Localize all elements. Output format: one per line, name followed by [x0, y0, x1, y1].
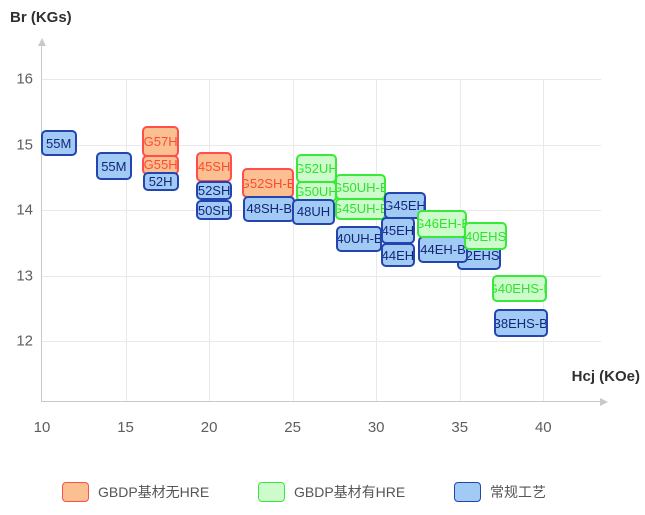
legend-label: 常规工艺	[490, 484, 546, 500]
grade-box-45eh[interactable]: 45EH	[380, 216, 415, 244]
gridline-horizontal	[41, 275, 601, 277]
y-tick-label: 16	[16, 70, 33, 88]
grade-box-g40ehs-b[interactable]: G40EHS-B	[492, 275, 548, 303]
x-tick-label: 20	[200, 419, 218, 436]
legend-label: GBDP基材有HRE	[294, 484, 406, 500]
legend-item-conventional[interactable]: 常规工艺	[454, 482, 546, 502]
gridline-vertical	[209, 79, 211, 401]
grade-box-40ehs[interactable]: 40EHS	[464, 222, 508, 251]
grade-box-55m[interactable]: 55M	[40, 130, 77, 157]
grade-box-45sh[interactable]: 45SH	[196, 151, 233, 182]
y-axis-arrow-icon	[37, 38, 46, 46]
gridline-horizontal	[41, 79, 601, 80]
gridline-vertical	[543, 79, 545, 401]
gridline-vertical	[125, 79, 127, 401]
grade-box-48uh[interactable]: 48UH	[292, 198, 336, 225]
grade-box-g50uh-b[interactable]: G50UH-B	[334, 174, 386, 201]
legend-swatch-blue-icon	[454, 482, 481, 502]
grade-box-g52sh-b[interactable]: G52SH-B	[241, 168, 294, 199]
y-tick-label: 14	[16, 201, 33, 219]
grade-box-g52uh[interactable]: G52UH	[295, 154, 337, 184]
x-tick-label: 30	[367, 419, 385, 436]
x-tick-label: 25	[284, 419, 301, 436]
grade-box-44eh-b[interactable]: 44EH-B	[418, 235, 469, 263]
x-axis-arrow-icon	[600, 397, 608, 406]
legend-item-gbdp-no-hre[interactable]: GBDP基材无HRE	[62, 482, 209, 502]
grade-box-g46eh-b[interactable]: G46EH-B	[417, 209, 468, 238]
gridline-vertical	[292, 79, 294, 401]
grade-box-38ehs-b[interactable]: 38EHS-B	[493, 309, 548, 338]
x-tick-label: 15	[117, 419, 134, 436]
x-axis-line	[41, 401, 600, 402]
y-tick-label: 15	[16, 136, 33, 153]
grade-box-48sh-b[interactable]: 48SH-B	[243, 195, 296, 222]
x-tick-label: 35	[451, 419, 469, 436]
gridline-horizontal	[41, 341, 601, 342]
grade-box-40uh-b[interactable]: 40UH-B	[336, 225, 383, 252]
x-tick-label: 40	[534, 419, 552, 436]
grade-box-52sh[interactable]: 52SH	[196, 180, 233, 200]
y-axis-line	[41, 45, 42, 401]
grade-box-50sh[interactable]: 50SH	[196, 200, 233, 220]
legend-item-gbdp-hre[interactable]: GBDP基材有HRE	[258, 482, 405, 502]
legend-swatch-orange-icon	[62, 482, 89, 502]
x-axis-title: Hcj (KOe)	[571, 368, 640, 385]
legend-swatch-green-icon	[258, 482, 285, 502]
legend-label: GBDP基材无HRE	[98, 484, 210, 500]
y-tick-label: 12	[16, 332, 33, 350]
grade-box-55m[interactable]: 55M	[95, 152, 132, 181]
grade-box-44eh[interactable]: 44EH	[380, 243, 415, 268]
y-axis-title: Br (KGs)	[10, 9, 72, 26]
grade-box-g57h[interactable]: G57H	[142, 125, 180, 157]
y-tick-label: 13	[16, 267, 33, 284]
gridline-horizontal	[41, 144, 601, 146]
grade-box-52h[interactable]: 52H	[142, 171, 179, 191]
grade-box-g45uh-b[interactable]: G45UH-B	[334, 197, 386, 220]
x-tick-label: 10	[33, 419, 51, 436]
legend: GBDP基材无HRE GBDP基材有HRE 常规工艺	[0, 479, 645, 509]
